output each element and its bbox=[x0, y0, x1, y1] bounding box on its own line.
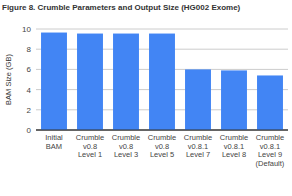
y-tick-label: 0 bbox=[27, 126, 32, 135]
x-tick-label: Crumblev0.8Level 5 bbox=[148, 133, 176, 159]
x-tick-label: Crumblev0.8.1Level 9(Default) bbox=[256, 133, 285, 168]
title: Figure 8. Crumble Parameters and Output … bbox=[2, 3, 241, 12]
bar bbox=[77, 34, 103, 130]
y-tick-label: 4 bbox=[27, 86, 32, 95]
bar bbox=[113, 34, 139, 130]
x-tick-label: Crumblev0.8Level 3 bbox=[112, 133, 140, 159]
y-tick-label: 6 bbox=[27, 65, 32, 74]
y-tick-label: 2 bbox=[27, 106, 32, 115]
bar bbox=[257, 75, 283, 130]
grid-line bbox=[36, 29, 288, 30]
bar bbox=[149, 34, 175, 130]
chart: Figure 8. Crumble Parameters and Output … bbox=[0, 0, 292, 196]
grid-line bbox=[36, 130, 288, 131]
x-axis-line bbox=[36, 130, 288, 131]
bar bbox=[185, 69, 211, 130]
x-tick-label: Crumblev0.8.1Level 8 bbox=[220, 133, 248, 159]
bars bbox=[41, 33, 283, 130]
x-tick-label: InitialBAM bbox=[45, 133, 63, 151]
x-tick-label: Crumblev0.8Level 1 bbox=[76, 133, 104, 159]
y-tick-label: 10 bbox=[22, 25, 31, 34]
x-tick-label: Crumblev0.8.1Level 7 bbox=[184, 133, 212, 159]
y-axis-label: BAM Size (GB) bbox=[4, 54, 13, 105]
bar bbox=[41, 33, 67, 130]
bar bbox=[221, 70, 247, 130]
y-tick-label: 8 bbox=[27, 45, 32, 54]
